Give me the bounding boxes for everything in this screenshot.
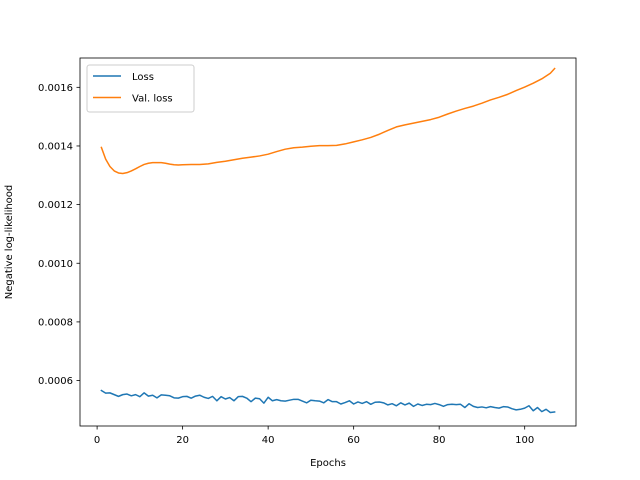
x-axis-label: Epochs	[310, 458, 346, 469]
x-tick-label: 0	[94, 435, 100, 446]
y-tick-label: 0.0008	[38, 318, 73, 329]
x-axis-ticks: 0 20 40 60 80 100	[94, 426, 534, 446]
y-axis-ticks: 0.0006 0.0008 0.0010 0.0012 0.0014 0.0016	[38, 83, 80, 387]
series-layer	[100, 67, 556, 414]
y-tick-label: 0.0012	[38, 200, 73, 211]
y-axis-label: Negative log-likelihood	[4, 185, 15, 300]
x-tick-label: 60	[347, 435, 360, 446]
x-tick-label: 80	[433, 435, 446, 446]
series-line-loss	[100, 389, 556, 414]
y-tick-label: 0.0016	[38, 83, 73, 94]
y-tick-label: 0.0014	[38, 142, 73, 153]
y-tick-label: 0.0006	[38, 376, 73, 387]
y-tick-label: 0.0010	[38, 259, 73, 270]
plot-frame	[79, 57, 577, 427]
x-tick-label: 40	[262, 435, 275, 446]
legend: Loss Val. loss	[86, 64, 195, 113]
legend-label: Loss	[132, 72, 154, 83]
legend-label: Val. loss	[132, 93, 173, 104]
series-line-val-loss	[100, 67, 556, 175]
x-tick-label: 100	[515, 435, 534, 446]
x-tick-label: 20	[176, 435, 189, 446]
